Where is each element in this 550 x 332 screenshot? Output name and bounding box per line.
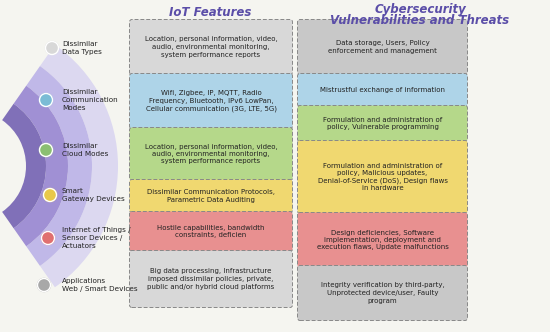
- Text: Big data processing, Infrastructure
imposed dissimilar policies, private,
public: Big data processing, Infrastructure impo…: [147, 269, 274, 290]
- Text: Integrity verification by third-party,
Unprotected device/user, Faulty
program: Integrity verification by third-party, U…: [321, 283, 444, 303]
- Circle shape: [40, 94, 52, 107]
- Text: Wifi, Zigbee, IP, MQTT, Radio
Frequency, Bluetooth, IPv6 LowPan,
Cellular commun: Wifi, Zigbee, IP, MQTT, Radio Frequency,…: [146, 90, 277, 112]
- Text: Data storage, Users, Policy
enforcement and management: Data storage, Users, Policy enforcement …: [328, 40, 437, 54]
- Wedge shape: [26, 66, 92, 266]
- Wedge shape: [2, 104, 46, 228]
- Wedge shape: [40, 45, 118, 287]
- Circle shape: [40, 143, 52, 156]
- Text: Cybersecurity: Cybersecurity: [374, 3, 466, 16]
- Text: Location, personal information, video,
audio, environmental monitoring,
system p: Location, personal information, video, a…: [145, 37, 277, 57]
- FancyBboxPatch shape: [298, 212, 468, 268]
- FancyBboxPatch shape: [298, 20, 468, 74]
- Text: Applications
Web / Smart Devices: Applications Web / Smart Devices: [62, 278, 138, 292]
- Text: Vulnerabilities and Threats: Vulnerabilities and Threats: [331, 14, 509, 27]
- Text: Hostile capabilities, bandwidth
constraints, deficien: Hostile capabilities, bandwidth constrai…: [157, 225, 265, 238]
- FancyBboxPatch shape: [129, 211, 293, 252]
- FancyBboxPatch shape: [129, 251, 293, 307]
- FancyBboxPatch shape: [298, 73, 468, 107]
- Circle shape: [43, 189, 57, 202]
- Wedge shape: [14, 86, 68, 246]
- FancyBboxPatch shape: [298, 140, 468, 213]
- Text: Location, personal information, video,
audio, environmental monitoring,
system p: Location, personal information, video, a…: [145, 143, 277, 164]
- Text: IoT Features: IoT Features: [169, 6, 251, 19]
- FancyBboxPatch shape: [129, 127, 293, 181]
- Text: Formulation and administration of
policy, Malicious updates,
Denial-of-Service (: Formulation and administration of policy…: [317, 162, 448, 192]
- Circle shape: [41, 231, 54, 244]
- FancyBboxPatch shape: [129, 20, 293, 74]
- Circle shape: [46, 42, 58, 54]
- Text: Formulation and administration of
policy, Vulnerable programming: Formulation and administration of policy…: [323, 117, 442, 130]
- Text: Internet of Things /
Sensor Devices /
Actuators: Internet of Things / Sensor Devices / Ac…: [62, 227, 131, 249]
- FancyBboxPatch shape: [298, 266, 468, 320]
- FancyBboxPatch shape: [129, 180, 293, 212]
- Text: Dissimilar
Data Types: Dissimilar Data Types: [62, 41, 102, 55]
- Text: Dissimilar
Cloud Modes: Dissimilar Cloud Modes: [62, 143, 108, 157]
- FancyBboxPatch shape: [129, 73, 293, 128]
- Text: Design deficiencies, Software
implementation, deployment and
execution flaws, Up: Design deficiencies, Software implementa…: [317, 229, 448, 251]
- Text: Dissimilar
Communication
Modes: Dissimilar Communication Modes: [62, 89, 119, 111]
- Circle shape: [37, 279, 51, 291]
- Text: Smart
Gateway Devices: Smart Gateway Devices: [62, 188, 125, 202]
- Text: Mistrustful exchange of information: Mistrustful exchange of information: [320, 87, 445, 93]
- Text: Dissimilar Communication Protocols,
Parametric Data Auditing: Dissimilar Communication Protocols, Para…: [147, 189, 275, 203]
- FancyBboxPatch shape: [298, 106, 468, 141]
